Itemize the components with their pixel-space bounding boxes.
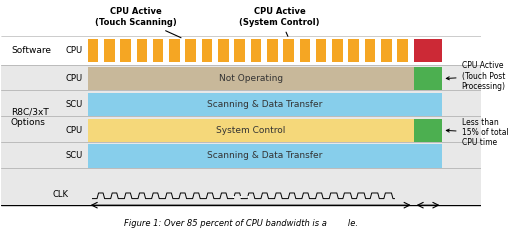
Text: Scanning & Data Transfer: Scanning & Data Transfer bbox=[207, 100, 323, 109]
Bar bbox=[202, 39, 212, 62]
Bar bbox=[381, 39, 391, 62]
Bar bbox=[348, 39, 359, 62]
FancyBboxPatch shape bbox=[2, 36, 481, 205]
Bar bbox=[104, 39, 114, 62]
Bar bbox=[88, 144, 442, 168]
Text: CPU: CPU bbox=[66, 126, 83, 135]
Bar bbox=[398, 39, 408, 62]
Bar bbox=[316, 39, 326, 62]
Bar bbox=[413, 67, 442, 90]
Bar bbox=[169, 39, 180, 62]
Text: . . .: . . . bbox=[232, 190, 250, 200]
Text: CPU Active
(Touch Post
Processing): CPU Active (Touch Post Processing) bbox=[446, 61, 506, 91]
Bar bbox=[413, 39, 442, 62]
Text: Not Operating: Not Operating bbox=[219, 74, 283, 83]
Text: R8C/3xT
Options: R8C/3xT Options bbox=[11, 108, 49, 127]
Bar bbox=[88, 93, 442, 116]
Text: CPU Active
(System Control): CPU Active (System Control) bbox=[239, 7, 320, 36]
Text: CPU: CPU bbox=[66, 46, 83, 55]
Bar bbox=[153, 39, 164, 62]
Bar bbox=[251, 39, 261, 62]
Bar bbox=[88, 39, 98, 62]
Bar bbox=[218, 39, 229, 62]
Bar bbox=[300, 39, 310, 62]
Bar bbox=[120, 39, 131, 62]
Bar bbox=[88, 118, 413, 142]
Bar bbox=[234, 39, 245, 62]
Bar bbox=[332, 39, 343, 62]
Bar bbox=[283, 39, 294, 62]
Text: Figure 1: Over 85 percent of CPU bandwidth is a        le.: Figure 1: Over 85 percent of CPU bandwid… bbox=[124, 219, 358, 228]
Text: System Control: System Control bbox=[216, 126, 285, 135]
Bar bbox=[186, 39, 196, 62]
Text: SCU: SCU bbox=[66, 100, 83, 109]
Bar bbox=[2, 65, 481, 205]
Bar bbox=[2, 36, 481, 65]
Text: CPU Active
(Touch Scanning): CPU Active (Touch Scanning) bbox=[95, 7, 181, 38]
Text: CPU: CPU bbox=[66, 74, 83, 83]
Text: Software: Software bbox=[11, 46, 51, 55]
Text: Less than
15% of total
CPU time: Less than 15% of total CPU time bbox=[446, 118, 508, 147]
Text: Scanning & Data Transfer: Scanning & Data Transfer bbox=[207, 151, 323, 160]
Bar bbox=[413, 118, 442, 142]
Bar bbox=[136, 39, 147, 62]
Text: SCU: SCU bbox=[66, 151, 83, 160]
Bar bbox=[88, 67, 413, 90]
Bar bbox=[267, 39, 278, 62]
Bar bbox=[365, 39, 376, 62]
Text: CLK: CLK bbox=[52, 190, 69, 199]
